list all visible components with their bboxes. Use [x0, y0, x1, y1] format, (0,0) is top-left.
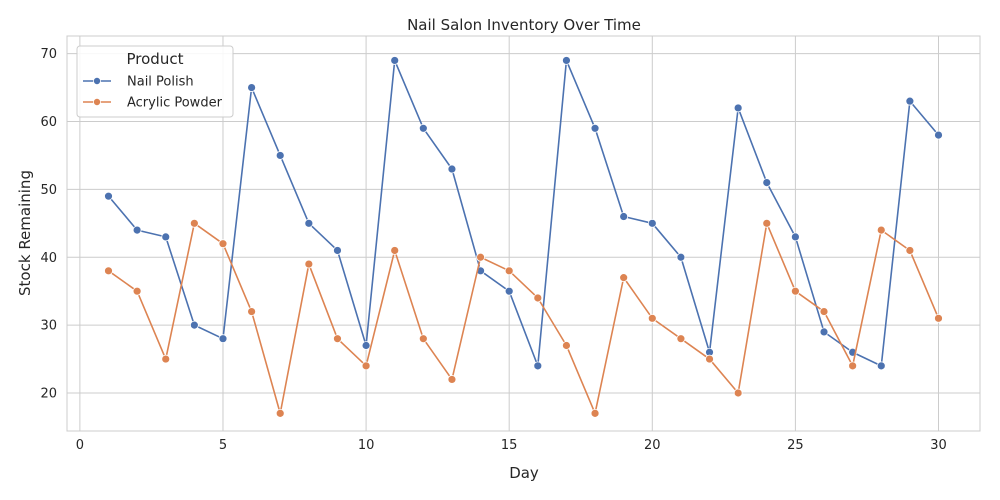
data-point-acrylic-powder — [533, 293, 543, 303]
data-point-acrylic-powder — [905, 246, 915, 255]
data-point-nail-polish — [189, 320, 199, 330]
data-point-nail-polish — [161, 232, 171, 242]
data-point-acrylic-powder — [189, 218, 199, 228]
data-point-nail-polish — [361, 341, 371, 350]
y-tick-label: 40 — [40, 251, 57, 266]
legend: Product Nail Polish Acrylic Powder — [76, 45, 234, 118]
x-tick-label: 15 — [501, 438, 518, 453]
data-point-acrylic-powder — [733, 388, 743, 398]
data-point-acrylic-powder — [418, 334, 428, 344]
x-tick-label: 0 — [76, 438, 84, 453]
data-point-acrylic-powder — [218, 239, 228, 249]
data-point-acrylic-powder — [132, 286, 142, 296]
data-point-nail-polish — [104, 191, 113, 201]
data-point-nail-polish — [218, 334, 228, 344]
series-line-nail-polish — [107, 59, 940, 367]
x-axis-title: Day — [509, 464, 539, 482]
data-point-acrylic-powder — [104, 266, 113, 276]
y-tick-label: 20 — [40, 386, 57, 401]
data-point-nail-polish — [876, 361, 886, 371]
data-point-nail-polish — [333, 246, 342, 255]
data-point-acrylic-powder — [504, 266, 514, 276]
data-point-nail-polish — [762, 178, 772, 187]
data-point-acrylic-powder — [647, 313, 657, 323]
y-tick-label: 50 — [40, 183, 57, 198]
legend-label: Acrylic Powder — [127, 96, 223, 111]
data-point-nail-polish — [504, 286, 514, 296]
data-point-acrylic-powder — [562, 341, 571, 350]
data-point-nail-polish — [905, 96, 915, 106]
data-point-acrylic-powder — [333, 334, 342, 344]
data-point-nail-polish — [132, 225, 142, 235]
data-point-acrylic-powder — [934, 313, 943, 323]
data-point-nail-polish — [562, 56, 571, 65]
y-axis-ticks: 20 30 40 50 60 70 — [40, 47, 57, 401]
data-point-acrylic-powder — [304, 259, 314, 269]
data-point-acrylic-powder — [447, 375, 457, 384]
data-point-acrylic-powder — [390, 246, 400, 255]
legend-marker — [93, 77, 102, 86]
data-point-nail-polish — [934, 130, 943, 140]
y-axis-title: Stock Remaining — [16, 170, 34, 296]
legend-label: Nail Polish — [127, 75, 194, 90]
legend-box — [76, 45, 234, 118]
series-acrylic-powder — [104, 218, 943, 418]
data-point-nail-polish — [247, 83, 257, 92]
data-point-nail-polish — [590, 123, 600, 133]
data-point-nail-polish — [418, 123, 428, 133]
legend-item-nail-polish: Nail Polish — [83, 75, 194, 90]
series-layer — [104, 56, 943, 418]
legend-marker — [93, 98, 102, 107]
x-tick-label: 10 — [358, 438, 375, 453]
data-point-acrylic-powder — [275, 408, 285, 418]
x-tick-label: 5 — [219, 438, 227, 453]
data-point-acrylic-powder — [161, 354, 171, 364]
y-tick-label: 70 — [40, 47, 57, 62]
data-point-acrylic-powder — [247, 307, 257, 316]
data-point-acrylic-powder — [705, 354, 714, 364]
chart-title: Nail Salon Inventory Over Time — [407, 16, 641, 34]
data-point-acrylic-powder — [790, 286, 800, 296]
data-point-nail-polish — [733, 103, 743, 113]
series-nail-polish — [104, 56, 943, 371]
legend-item-acrylic-powder: Acrylic Powder — [83, 96, 223, 111]
x-axis-ticks: 0 5 10 15 20 25 30 — [76, 438, 947, 453]
x-tick-label: 20 — [644, 438, 661, 453]
data-point-nail-polish — [447, 164, 457, 174]
data-point-nail-polish — [390, 56, 400, 65]
y-tick-label: 30 — [40, 319, 57, 334]
data-point-acrylic-powder — [476, 252, 485, 262]
data-point-acrylic-powder — [848, 361, 858, 371]
data-point-nail-polish — [790, 232, 800, 242]
data-point-nail-polish — [676, 252, 686, 262]
legend-title: Product — [127, 50, 184, 68]
data-point-acrylic-powder — [876, 225, 886, 235]
series-line-acrylic-powder — [108, 222, 940, 415]
data-point-acrylic-powder — [676, 334, 686, 344]
y-tick-label: 60 — [40, 115, 57, 130]
data-point-nail-polish — [533, 361, 543, 371]
data-point-acrylic-powder — [361, 361, 371, 371]
data-point-nail-polish — [819, 327, 829, 337]
data-point-nail-polish — [647, 218, 657, 228]
data-point-nail-polish — [275, 151, 285, 160]
data-point-acrylic-powder — [762, 218, 772, 228]
data-point-acrylic-powder — [590, 408, 600, 418]
x-tick-label: 25 — [787, 438, 804, 453]
data-point-nail-polish — [619, 212, 629, 221]
data-point-acrylic-powder — [619, 273, 629, 283]
x-tick-label: 30 — [930, 438, 947, 453]
data-point-nail-polish — [304, 218, 314, 228]
data-point-acrylic-powder — [819, 307, 829, 316]
